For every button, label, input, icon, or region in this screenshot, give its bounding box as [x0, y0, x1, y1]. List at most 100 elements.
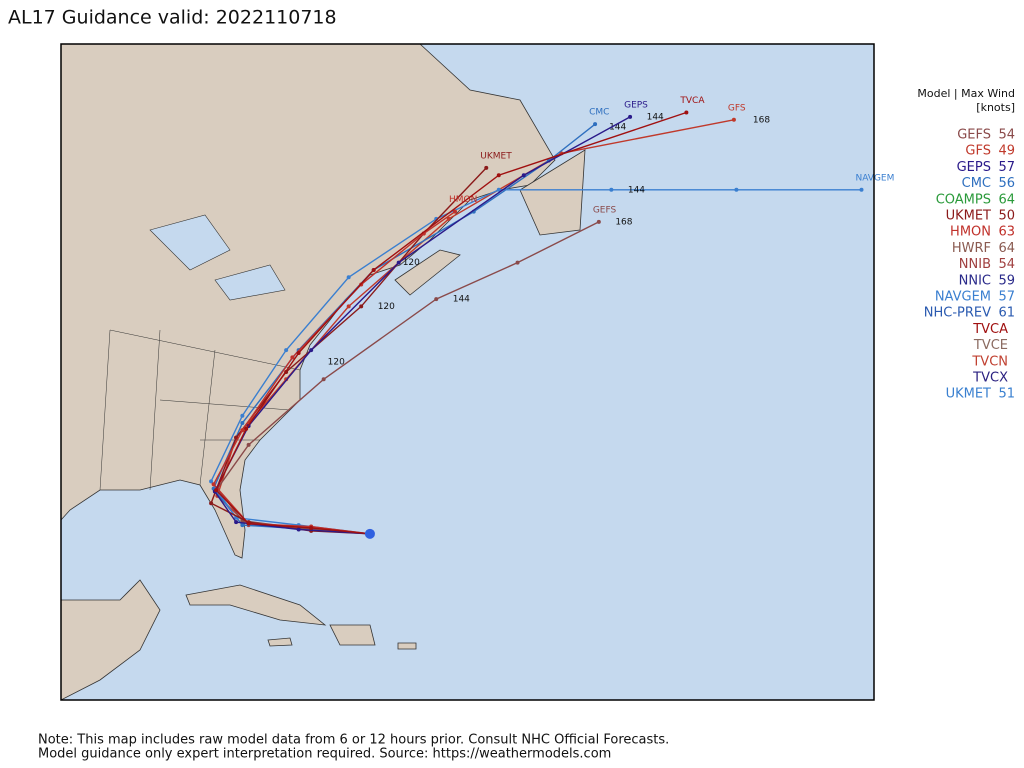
track-point	[515, 260, 520, 265]
legend-title: Model | Max Wind	[917, 87, 1015, 100]
legend-wind: 63	[998, 225, 1015, 240]
legend-model: GEPS	[957, 160, 991, 175]
track-label: GFS	[728, 103, 746, 113]
hour-label: 120	[403, 258, 420, 268]
legend-model: CMC	[962, 176, 991, 191]
legend-wind: 50	[998, 209, 1015, 224]
track-point	[371, 267, 376, 272]
legend-model: TVCX	[972, 371, 1008, 386]
track-point	[396, 260, 401, 265]
legend-model: UKMET	[946, 209, 991, 224]
track-point	[240, 413, 245, 418]
map-frame	[60, 43, 875, 701]
title: AL17 Guidance valid: 2022110718	[8, 7, 337, 29]
track-label: UKMET	[480, 151, 512, 161]
legend-wind: 59	[998, 273, 1015, 288]
track-point	[240, 428, 245, 433]
track-label: CMC	[589, 108, 609, 118]
hour-label: 120	[328, 357, 345, 367]
legend-wind: 49	[998, 144, 1015, 159]
track-point	[446, 216, 451, 221]
track-point	[284, 348, 289, 353]
legend-wind: 57	[998, 290, 1015, 305]
legend-model: UKMET	[946, 387, 991, 402]
land	[60, 43, 586, 701]
legend-model: GFS	[965, 144, 991, 159]
legend: GEFS 54 GFS 49 GEPS 57 CMC 56 COAMPS 64 UKMET 50 HMO…	[924, 128, 1015, 402]
legend-model: NNIC	[959, 273, 991, 288]
track-point	[496, 187, 501, 192]
track-point	[684, 110, 689, 115]
legend-model: TVCA	[972, 322, 1008, 337]
track-point	[321, 377, 326, 382]
track-point	[240, 421, 245, 426]
legend-wind: 64	[998, 192, 1015, 207]
track-point	[734, 187, 739, 192]
track-point	[240, 523, 245, 528]
legend-model: TVCN	[971, 354, 1008, 369]
legend-subtitle: [knots]	[976, 101, 1015, 114]
legend-model: TVCE	[973, 338, 1008, 353]
track-point	[290, 355, 295, 360]
legend-model: NHC-PREV	[924, 306, 991, 321]
track-point	[496, 173, 501, 178]
hour-label: 120	[378, 302, 395, 312]
footnote: Model guidance only expert interpretatio…	[38, 747, 611, 762]
track	[210, 189, 862, 535]
track-point	[452, 209, 457, 214]
track-label: HMON	[449, 195, 477, 205]
legend-wind: 61	[998, 306, 1015, 321]
track-point	[296, 351, 301, 356]
tracks: GFS168CMC144NAVGEM144GEFS168144UKMET120H…	[209, 96, 894, 539]
legend-model: HMON	[950, 225, 991, 240]
legend-model: COAMPS	[936, 192, 991, 207]
hour-label: 144	[628, 185, 645, 195]
hour-label: 144	[609, 123, 626, 133]
track-point	[484, 165, 489, 170]
track-point	[596, 219, 601, 224]
track-point	[521, 173, 526, 178]
legend-wind: 51	[998, 387, 1015, 402]
hour-label: 144	[647, 112, 664, 122]
track-label: NAVGEM	[855, 173, 894, 183]
legend-model: NNIB	[959, 257, 991, 272]
track-point	[359, 304, 364, 309]
hour-label: 168	[753, 115, 770, 125]
track-point	[234, 520, 239, 525]
legend-wind: 54	[998, 257, 1015, 272]
track-point	[211, 482, 216, 487]
legend-wind: 54	[998, 128, 1015, 143]
track-point	[628, 114, 633, 119]
track-point	[214, 488, 219, 493]
footnote: Note: This map includes raw model data f…	[38, 733, 669, 748]
legend-model: NAVGEM	[935, 290, 991, 305]
track-point	[859, 187, 864, 192]
track-point	[309, 348, 314, 353]
hour-label: 144	[453, 295, 470, 305]
track-point	[434, 297, 439, 302]
track-label: GEFS	[593, 205, 617, 215]
track-point	[246, 442, 251, 447]
track-point	[309, 525, 314, 530]
track-label: TVCA	[679, 96, 705, 106]
track-point	[234, 435, 239, 440]
hour-label: 168	[615, 217, 632, 227]
track-point	[609, 187, 614, 192]
storm-position	[364, 528, 375, 539]
track-point	[346, 304, 351, 309]
track-point	[593, 122, 598, 127]
track-point	[731, 117, 736, 122]
track-point	[246, 521, 251, 526]
legend-model: GEFS	[957, 128, 991, 143]
track-point	[346, 275, 351, 280]
legend-wind: 64	[998, 241, 1015, 256]
track-label: GEPS	[624, 100, 648, 110]
track-point	[209, 501, 214, 506]
track-point	[296, 527, 301, 532]
legend-wind: 57	[998, 160, 1015, 175]
track-point	[244, 426, 249, 431]
legend-model: HWRF	[952, 241, 991, 256]
legend-wind: 56	[998, 176, 1015, 191]
track-point	[209, 479, 214, 484]
